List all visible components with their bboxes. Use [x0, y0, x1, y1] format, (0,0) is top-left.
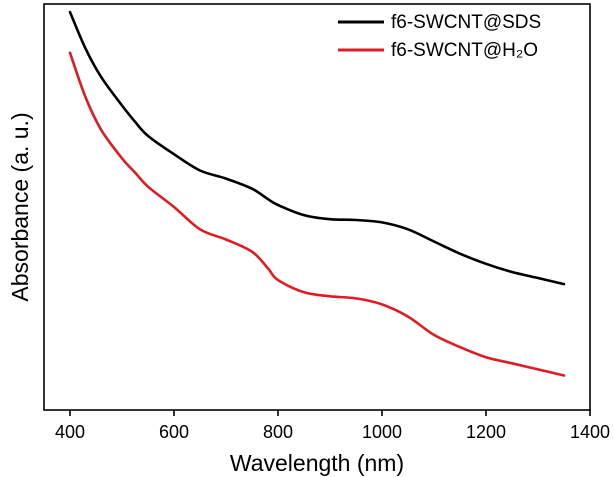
x-tick-label: 400 — [55, 422, 85, 442]
plot-frame — [43, 3, 591, 411]
series-line-2 — [68, 51, 566, 377]
x-tick-label: 600 — [159, 422, 189, 442]
x-tick-label: 800 — [263, 422, 293, 442]
x-tick-label: 1000 — [362, 422, 402, 442]
x-axis-ticks: 400 600 800 1000 1200 1400 — [55, 410, 610, 442]
legend-label-2: f6-SWCNT@H₂O — [391, 40, 538, 61]
y-axis-title: Absorbance (a. u.) — [7, 112, 33, 301]
series-layer — [68, 10, 566, 377]
x-axis-title: Wavelength (nm) — [230, 450, 404, 476]
legend: f6-SWCNT@SDS f6-SWCNT@H₂O — [338, 12, 541, 61]
x-tick-label: 1400 — [570, 422, 610, 442]
series-line-1 — [68, 10, 566, 286]
x-tick-label: 1200 — [466, 422, 506, 442]
legend-label-1: f6-SWCNT@SDS — [391, 12, 541, 33]
